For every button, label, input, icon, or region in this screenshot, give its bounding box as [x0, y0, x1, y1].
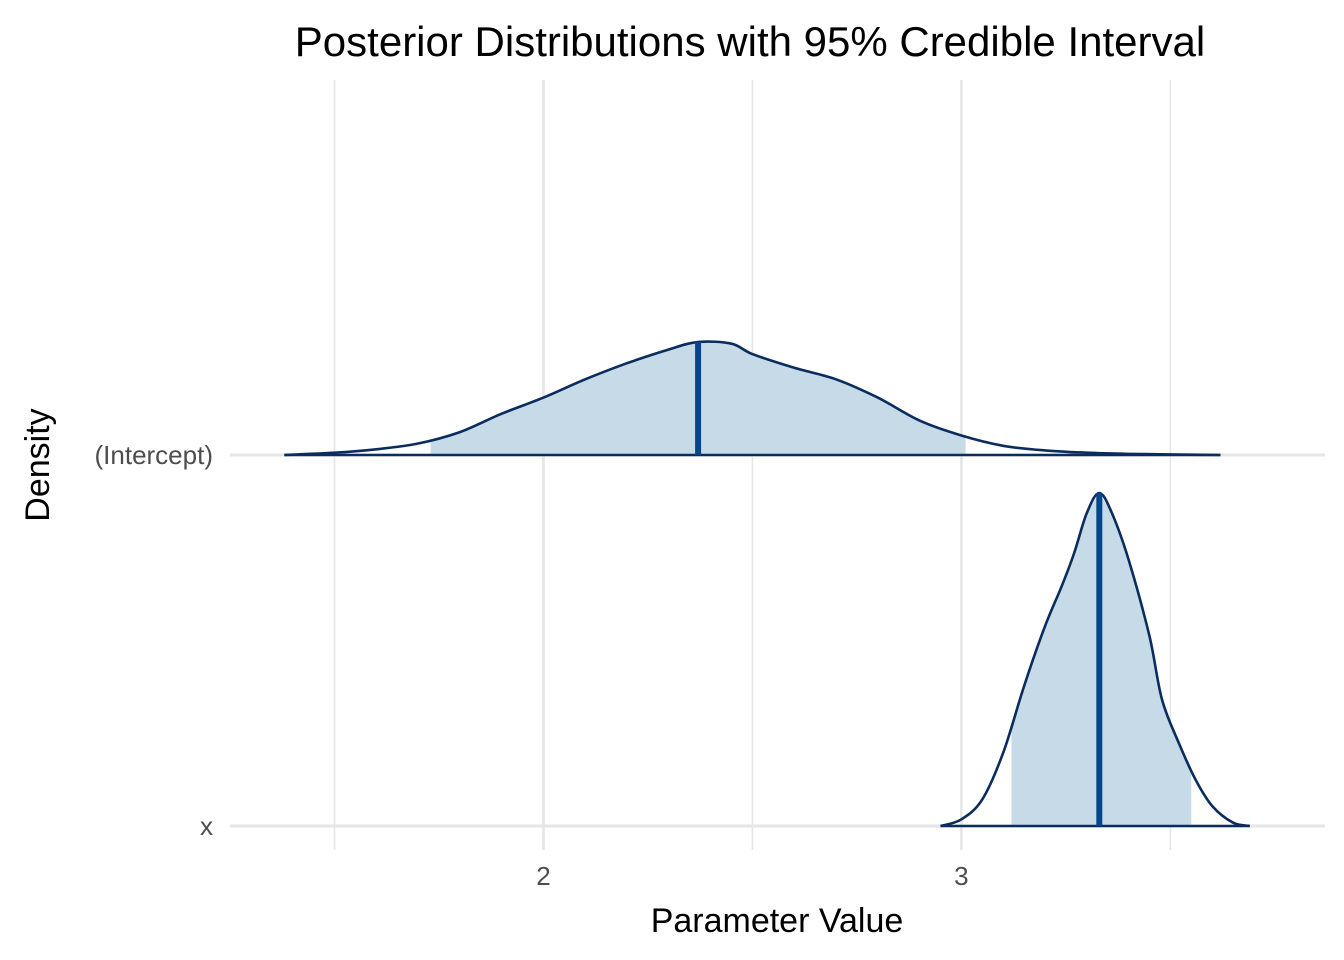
tick-labels: (Intercept) x 2 3: [95, 440, 969, 891]
chart-title: Posterior Distributions with 95% Credibl…: [295, 18, 1205, 65]
x-axis-title: Parameter Value: [651, 902, 904, 940]
y-tick-label: x: [200, 811, 213, 841]
x-tick-label: 3: [954, 861, 968, 891]
y-tick-label: (Intercept): [95, 440, 214, 470]
y-axis-title: Density: [19, 408, 57, 521]
density-curve: [284, 340, 1221, 457]
x-tick-label: 2: [536, 861, 550, 891]
density-ridges: [284, 340, 1251, 828]
